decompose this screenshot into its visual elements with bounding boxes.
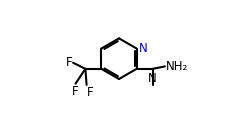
Text: F: F [72, 85, 79, 98]
Text: F: F [87, 86, 94, 99]
Text: N: N [148, 72, 157, 85]
Text: F: F [66, 56, 72, 69]
Text: N: N [139, 42, 147, 55]
Text: NH₂: NH₂ [166, 60, 188, 73]
